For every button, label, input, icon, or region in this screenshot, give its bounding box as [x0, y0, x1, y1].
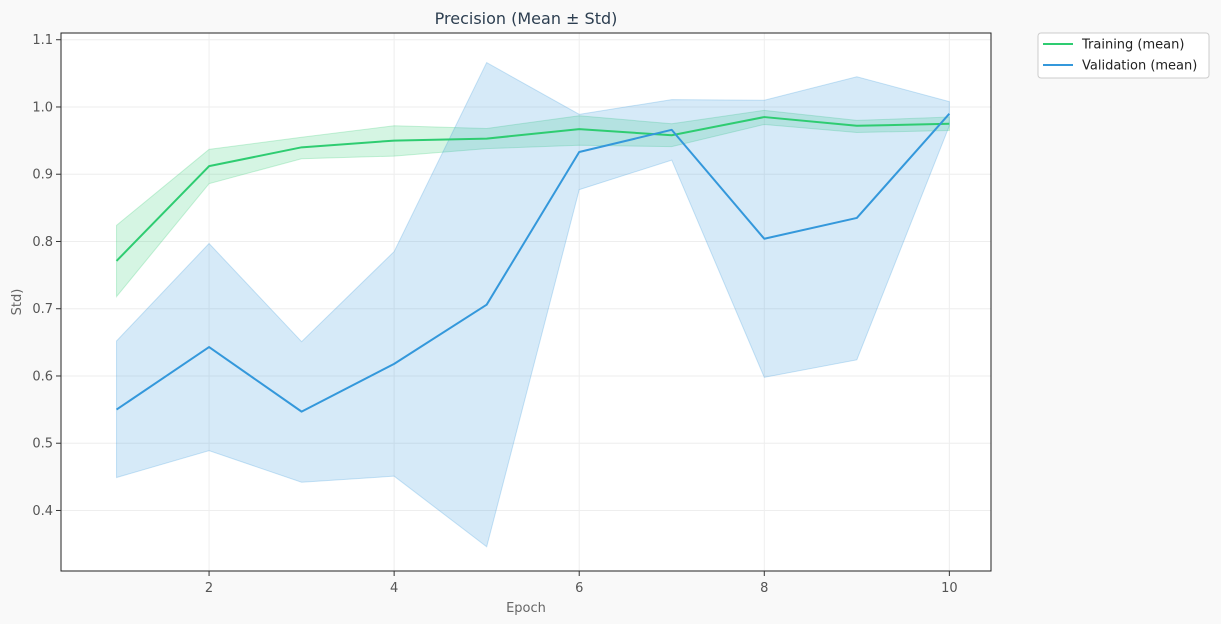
legend-label-training: Training (mean): [1081, 38, 1184, 53]
legend: Training (mean) Validation (mean): [1037, 32, 1210, 79]
y-tick-label: 1.0: [32, 100, 53, 115]
mean-line-training: [115, 116, 950, 262]
x-tick-label: 2: [205, 581, 213, 596]
axis-ticks: 2 4 6 8 10 0.4 0.5 0.6 0.7 0.8 0.9 1.0 1.1: [32, 33, 957, 596]
std-band-validation: [116, 61, 950, 548]
plot-frame: [60, 32, 992, 572]
y-tick-label: 0.5: [32, 437, 53, 452]
mean-lines: [115, 113, 951, 413]
x-tick-label: 4: [390, 581, 398, 596]
x-tick-label: 10: [941, 581, 958, 596]
std-bands: [116, 61, 950, 548]
y-tick-label: 0.4: [32, 504, 53, 519]
grid-lines: [61, 33, 991, 571]
y-tick-label: 0.7: [32, 302, 53, 317]
chart-title: Precision (Mean ± Std): [435, 9, 618, 28]
mean-line-validation: [115, 113, 951, 413]
x-tick-label: 8: [760, 581, 768, 596]
y-tick-label: 0.6: [32, 369, 53, 384]
plot-background: [61, 33, 991, 571]
legend-box: [1037, 32, 1210, 79]
y-tick-label: 0.9: [32, 168, 53, 183]
std-band-training: [116, 109, 950, 299]
y-tick-label: 0.8: [32, 235, 53, 250]
y-tick-label: 1.1: [32, 33, 53, 48]
legend-label-validation: Validation (mean): [1082, 59, 1197, 74]
x-tick-label: 6: [575, 581, 583, 596]
y-axis-label: Std): [10, 289, 25, 316]
x-axis-label: Epoch: [506, 601, 546, 616]
